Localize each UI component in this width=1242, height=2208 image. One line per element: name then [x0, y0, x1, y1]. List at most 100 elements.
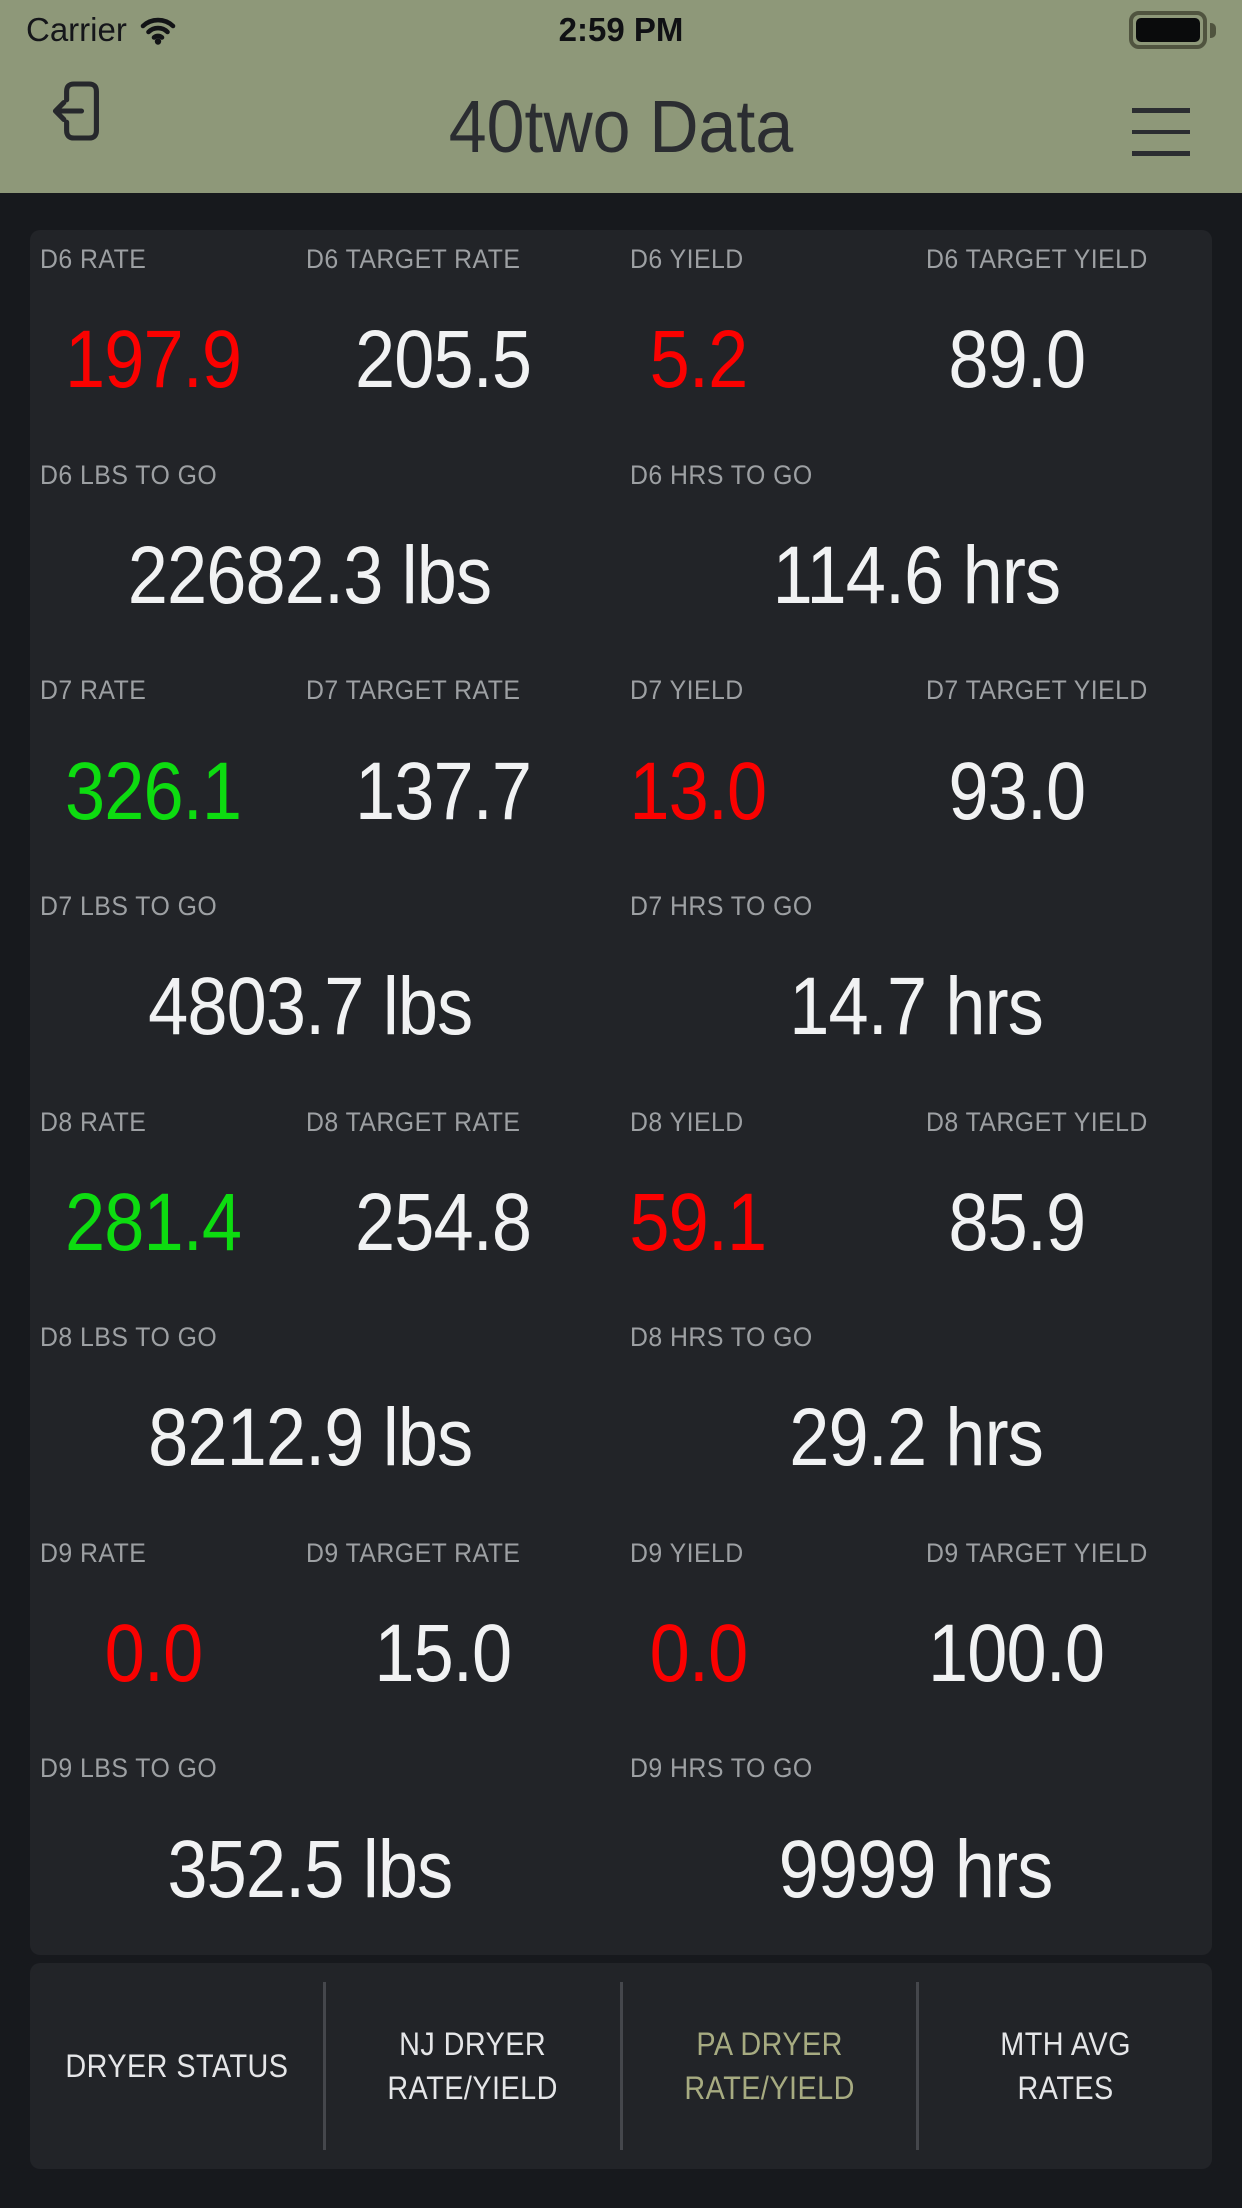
battery-icon — [1129, 11, 1216, 49]
d9-hrs-value: 9999 hrs — [779, 1823, 1054, 1915]
d7-target-yield-label: D7 TARGET YIELD — [926, 675, 1148, 706]
d9-lbs-label: D9 LBS TO GO — [40, 1753, 218, 1784]
battery-tip — [1210, 22, 1216, 38]
d9-metrics-row: D9 RATE 0.0 D9 TARGET RATE 15.0 D9 YIELD… — [30, 1524, 1212, 1740]
d8-target-rate-value: 254.8 — [354, 1176, 532, 1268]
d9-target-yield-cell: D9 TARGET YIELD 100.0 — [916, 1524, 1212, 1740]
d8-target-rate-cell: D8 TARGET RATE 254.8 — [296, 1093, 620, 1309]
d6-lbs-label: D6 LBS TO GO — [40, 459, 218, 490]
d7-target-yield-value: 93.0 — [948, 745, 1086, 837]
d9-togo-row: D9 LBS TO GO 352.5 lbs D9 HRS TO GO 9999… — [30, 1739, 1212, 1955]
d8-rate-value: 281.4 — [64, 1176, 242, 1268]
d7-yield-value: 13.0 — [629, 745, 768, 837]
d7-lbs-label: D7 LBS TO GO — [40, 890, 218, 921]
d8-hrs-cell: D8 HRS TO GO 29.2 hrs — [620, 1308, 1212, 1524]
d6-target-rate-value: 205.5 — [354, 314, 532, 406]
d8-lbs-cell: D8 LBS TO GO 8212.9 lbs — [30, 1308, 620, 1524]
nav-bar: 40two Data — [0, 60, 1242, 193]
d8-metrics-row: D8 RATE 281.4 D8 TARGET RATE 254.8 D8 YI… — [30, 1093, 1212, 1309]
bottom-tab-bar: DRYER STATUS NJ DRYER RATE/YIELD PA DRYE… — [30, 1963, 1212, 2169]
d9-target-yield-label: D9 TARGET YIELD — [926, 1537, 1148, 1568]
d8-lbs-label: D8 LBS TO GO — [40, 1322, 218, 1353]
d9-yield-value: 0.0 — [649, 1608, 748, 1700]
d9-target-rate-cell: D9 TARGET RATE 15.0 — [296, 1524, 620, 1740]
d6-hrs-cell: D6 HRS TO GO 114.6 hrs — [620, 446, 1212, 662]
d6-yield-label: D6 YIELD — [630, 244, 744, 274]
d6-hrs-value: 114.6 hrs — [772, 529, 1060, 621]
d9-yield-label: D9 YIELD — [630, 1537, 744, 1568]
d9-rate-cell: D9 RATE 0.0 — [30, 1524, 296, 1740]
status-time: 2:59 PM — [558, 11, 684, 48]
d7-target-yield-cell: D7 TARGET YIELD 93.0 — [916, 661, 1212, 877]
d8-target-yield-cell: D8 TARGET YIELD 85.9 — [916, 1093, 1212, 1309]
d6-target-yield-cell: D6 TARGET YIELD 89.0 — [916, 230, 1212, 446]
d8-target-rate-label: D8 TARGET RATE — [306, 1106, 521, 1137]
d8-yield-value: 59.1 — [629, 1176, 768, 1268]
d9-target-yield-value: 100.0 — [928, 1608, 1105, 1700]
tab-dryer-status[interactable]: DRYER STATUS — [30, 1963, 323, 2169]
d9-target-rate-label: D9 TARGET RATE — [306, 1537, 521, 1568]
d8-target-yield-label: D8 TARGET YIELD — [926, 1106, 1148, 1137]
exit-button[interactable] — [48, 76, 102, 146]
d7-lbs-cell: D7 LBS TO GO 4803.7 lbs — [30, 877, 620, 1093]
battery-fill — [1136, 18, 1200, 42]
d8-yield-label: D8 YIELD — [630, 1106, 744, 1137]
d9-lbs-value: 352.5 lbs — [167, 1823, 454, 1915]
tab-divider — [619, 1982, 623, 2150]
d8-rate-cell: D8 RATE 281.4 — [30, 1093, 296, 1309]
d7-target-rate-label: D7 TARGET RATE — [306, 675, 521, 706]
d9-lbs-cell: D9 LBS TO GO 352.5 lbs — [30, 1739, 620, 1955]
d6-rate-label: D6 RATE — [40, 244, 147, 274]
d6-metrics-row: D6 RATE 197.9 D6 TARGET RATE 205.5 D6 YI… — [30, 230, 1212, 446]
d8-yield-cell: D8 YIELD 59.1 — [620, 1093, 916, 1309]
d8-togo-row: D8 LBS TO GO 8212.9 lbs D8 HRS TO GO 29.… — [30, 1308, 1212, 1524]
dryer-data-card: D6 RATE 197.9 D6 TARGET RATE 205.5 D6 YI… — [30, 230, 1212, 1955]
d9-rate-value: 0.0 — [104, 1608, 203, 1700]
exit-icon — [52, 81, 99, 141]
d9-rate-label: D9 RATE — [40, 1537, 147, 1568]
d6-lbs-cell: D6 LBS TO GO 22682.3 lbs — [30, 446, 620, 662]
d7-rate-cell: D7 RATE 326.1 — [30, 661, 296, 877]
d7-hrs-cell: D7 HRS TO GO 14.7 hrs — [620, 877, 1212, 1093]
d6-target-yield-label: D6 TARGET YIELD — [926, 244, 1148, 274]
d7-metrics-row: D7 RATE 326.1 D7 TARGET RATE 137.7 D7 YI… — [30, 661, 1212, 877]
d7-yield-cell: D7 YIELD 13.0 — [620, 661, 916, 877]
d7-hrs-label: D7 HRS TO GO — [630, 890, 813, 921]
d8-lbs-value: 8212.9 lbs — [147, 1392, 473, 1484]
d7-rate-label: D7 RATE — [40, 675, 147, 706]
tab-divider — [915, 1982, 919, 2150]
tab-divider — [323, 1982, 327, 2150]
carrier-label: Carrier — [26, 11, 127, 48]
d6-yield-cell: D6 YIELD 5.2 — [620, 230, 916, 446]
d6-target-rate-label: D6 TARGET RATE — [306, 244, 521, 274]
d8-hrs-value: 29.2 hrs — [789, 1392, 1044, 1484]
d6-target-rate-cell: D6 TARGET RATE 205.5 — [296, 230, 620, 446]
d9-target-rate-value: 15.0 — [374, 1608, 513, 1700]
d8-target-yield-value: 85.9 — [948, 1176, 1086, 1268]
page-title: 40two Data — [448, 85, 794, 168]
d8-rate-label: D8 RATE — [40, 1106, 147, 1137]
d9-yield-cell: D9 YIELD 0.0 — [620, 1524, 916, 1740]
d8-hrs-label: D8 HRS TO GO — [630, 1322, 813, 1353]
d6-rate-cell: D6 RATE 197.9 — [30, 230, 296, 446]
tab-nj-dryer-rate-yield[interactable]: NJ DRYER RATE/YIELD — [326, 1963, 619, 2169]
battery-body — [1129, 11, 1207, 49]
d6-hrs-label: D6 HRS TO GO — [630, 459, 813, 490]
d6-yield-value: 5.2 — [649, 314, 748, 406]
wifi-icon — [140, 17, 176, 45]
d6-lbs-value: 22682.3 lbs — [128, 529, 492, 621]
status-left: Carrier — [26, 11, 177, 49]
menu-button[interactable] — [1132, 108, 1190, 156]
d7-target-rate-cell: D7 TARGET RATE 137.7 — [296, 661, 620, 877]
hamburger-menu-icon — [1132, 108, 1190, 113]
tab-mth-avg-rates[interactable]: MTH AVG RATES — [919, 1963, 1212, 2169]
tab-pa-dryer-rate-yield[interactable]: PA DRYER RATE/YIELD — [623, 1963, 916, 2169]
d7-target-rate-value: 137.7 — [354, 745, 532, 837]
d9-hrs-label: D9 HRS TO GO — [630, 1753, 813, 1784]
d7-yield-label: D7 YIELD — [630, 675, 744, 706]
d6-togo-row: D6 LBS TO GO 22682.3 lbs D6 HRS TO GO 11… — [30, 446, 1212, 662]
status-bar: Carrier 2:59 PM — [0, 0, 1242, 60]
d7-hrs-value: 14.7 hrs — [789, 961, 1044, 1053]
d7-rate-value: 326.1 — [64, 745, 242, 837]
